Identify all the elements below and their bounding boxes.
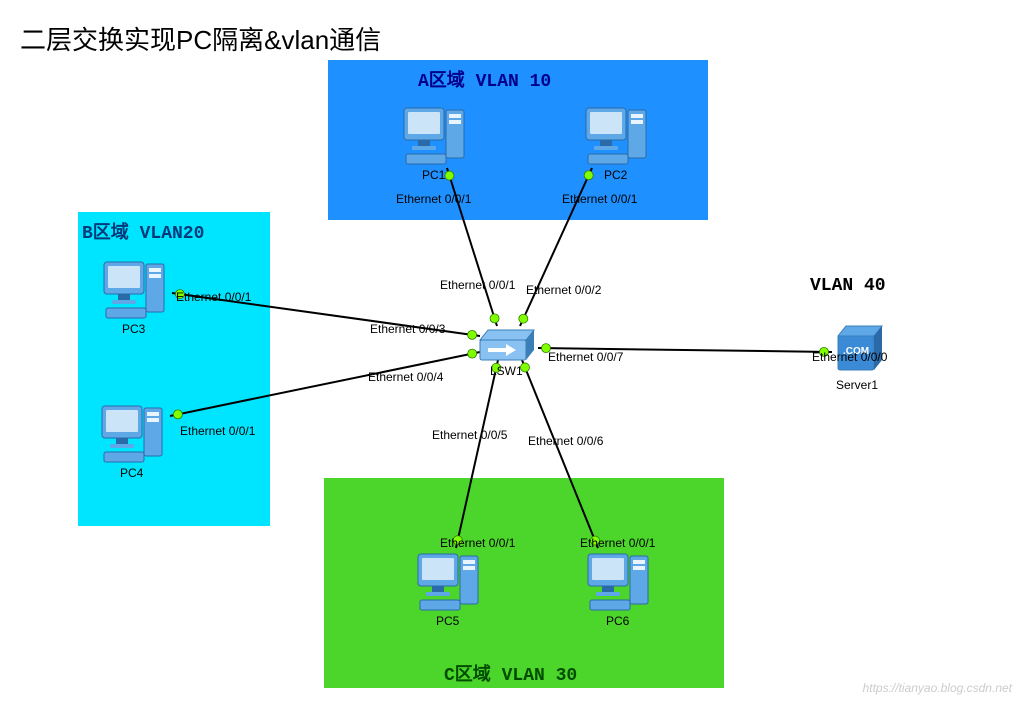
edge-label-to: Ethernet 0/0/7 bbox=[548, 350, 623, 364]
page-title: 二层交换实现PC隔离&vlan通信 bbox=[20, 20, 381, 57]
edge-label-to: Ethernet 0/0/1 bbox=[440, 278, 515, 292]
edge-label-from: Ethernet 0/0/1 bbox=[562, 192, 637, 206]
zone-c bbox=[324, 478, 724, 688]
node-label-pc2: PC2 bbox=[604, 168, 627, 182]
node-label-pc1: PC1 bbox=[422, 168, 445, 182]
edge-label-to: Ethernet 0/0/5 bbox=[432, 428, 507, 442]
edge-label-from: Ethernet 0/0/0 bbox=[812, 350, 887, 364]
node-label-pc5: PC5 bbox=[436, 614, 459, 628]
edge-label-from: Ethernet 0/0/1 bbox=[440, 536, 515, 550]
vlan40-label: VLAN 40 bbox=[810, 276, 886, 296]
watermark: https://tianyao.blog.csdn.net bbox=[863, 681, 1012, 695]
node-label-pc6: PC6 bbox=[606, 614, 629, 628]
zone-a-label: A区域 VLAN 10 bbox=[418, 66, 551, 92]
edge-label-to: Ethernet 0/0/2 bbox=[526, 283, 601, 297]
pc-pc4 bbox=[100, 400, 170, 468]
node-label-server1: Server1 bbox=[836, 378, 878, 392]
node-label-lsw1: LSW1 bbox=[490, 364, 523, 378]
zone-c-label: C区域 VLAN 30 bbox=[444, 660, 577, 686]
zone-b-label: B区域 VLAN20 bbox=[82, 218, 204, 244]
edge-label-from: Ethernet 0/0/1 bbox=[180, 424, 255, 438]
server-server1: .COM bbox=[832, 320, 888, 376]
port-dot bbox=[519, 314, 528, 323]
pc-pc3 bbox=[102, 256, 172, 324]
port-dot bbox=[490, 314, 499, 323]
edge-label-from: Ethernet 0/0/1 bbox=[580, 536, 655, 550]
pc-pc6 bbox=[586, 548, 656, 616]
pc-pc2 bbox=[584, 102, 654, 170]
edge-label-to: Ethernet 0/0/3 bbox=[370, 322, 445, 336]
pc-pc1 bbox=[402, 102, 472, 170]
edge-label-from: Ethernet 0/0/1 bbox=[176, 290, 251, 304]
pc-pc5 bbox=[416, 548, 486, 616]
edge-label-to: Ethernet 0/0/6 bbox=[528, 434, 603, 448]
node-label-pc4: PC4 bbox=[120, 466, 143, 480]
edge-label-from: Ethernet 0/0/1 bbox=[396, 192, 471, 206]
edge-label-to: Ethernet 0/0/4 bbox=[368, 370, 443, 384]
switch-lsw1 bbox=[476, 326, 538, 360]
node-label-pc3: PC3 bbox=[122, 322, 145, 336]
